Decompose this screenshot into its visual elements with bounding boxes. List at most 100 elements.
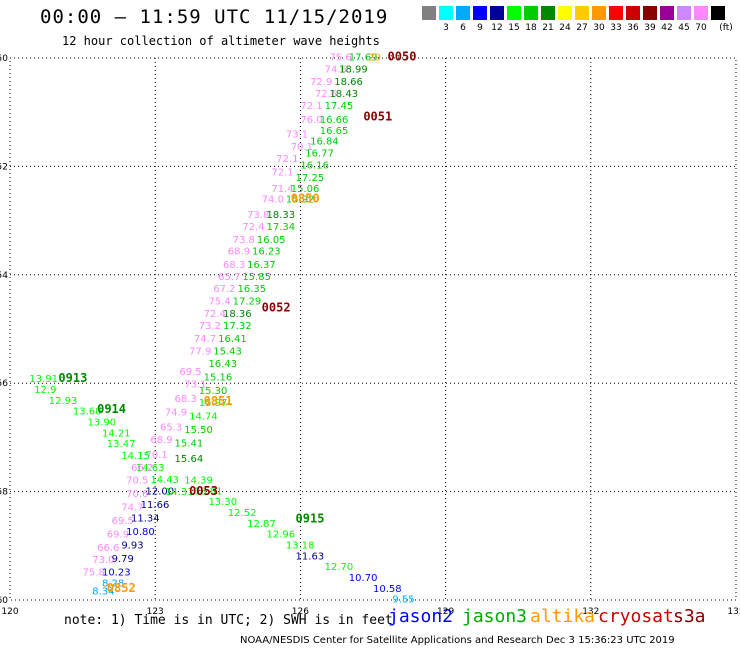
legend-swatch bbox=[609, 6, 623, 20]
swh-point: 72.9 bbox=[310, 77, 332, 88]
swh-point: 69.5 bbox=[179, 367, 201, 378]
legend-unit: (ft) bbox=[719, 23, 733, 33]
swh-point: 72.6 bbox=[315, 89, 337, 100]
swh-point: 15.41 bbox=[175, 439, 204, 450]
legend-swatch bbox=[473, 6, 487, 20]
swh-point: 74.7 bbox=[121, 503, 143, 514]
swh-point: 14.39 bbox=[184, 475, 213, 486]
legend-swatch bbox=[541, 6, 555, 20]
swh-point: 13.90 bbox=[87, 417, 116, 428]
swh-point: 15.97 bbox=[199, 398, 228, 409]
swh-point: 72.4 bbox=[204, 309, 226, 320]
legend-value: 30 bbox=[593, 23, 605, 33]
pass-time: 0851 bbox=[204, 394, 233, 408]
satellite-jason2: jason2 bbox=[388, 606, 454, 627]
pass-time: 0914 bbox=[97, 402, 126, 416]
legend-swatch bbox=[575, 6, 589, 20]
swh-point: 75.8 bbox=[83, 568, 105, 579]
map-subtitle: 12 hour collection of altimeter wave hei… bbox=[62, 34, 380, 48]
swh-point: 15.16 bbox=[204, 372, 233, 383]
legend-swatch bbox=[507, 6, 521, 20]
swh-point: 12.9 bbox=[34, 385, 56, 396]
swh-point: 15.92 bbox=[286, 195, 315, 206]
swh-point: 70.1 bbox=[146, 450, 168, 461]
swh-point: 71.4 bbox=[271, 184, 293, 195]
satellite-altika: altika bbox=[530, 606, 596, 627]
swh-point: 74.7 bbox=[194, 334, 216, 345]
legend-value: 36 bbox=[627, 23, 639, 33]
swh-point: 16.84 bbox=[310, 137, 339, 148]
swh-point: 13.47 bbox=[107, 439, 136, 450]
swh-point: 15.64 bbox=[175, 454, 204, 465]
swh-point: 77.9 bbox=[189, 346, 211, 357]
swh-point: 72.1 bbox=[271, 168, 293, 179]
lon-tick-label: 120 bbox=[1, 607, 18, 617]
satellite-cryosat: cryosat bbox=[598, 606, 674, 627]
swh-point: 14.31 bbox=[165, 487, 194, 498]
lon-tick-label: 132 bbox=[582, 607, 599, 617]
swh-point: 16.05 bbox=[257, 235, 286, 246]
swh-point: 73.1 bbox=[286, 130, 308, 141]
swh-point: 11.66 bbox=[141, 500, 170, 511]
pass-time: 0915 bbox=[296, 511, 325, 525]
swh-point: 8.28 bbox=[102, 578, 124, 589]
swh-point: 17.32 bbox=[223, 321, 252, 332]
footer-credit: NOAA/NESDIS Center for Satellite Applica… bbox=[240, 635, 675, 646]
swh-point: 66.6 bbox=[97, 543, 119, 554]
swh-point: 73.2 bbox=[199, 321, 221, 332]
swh-point: 16.77 bbox=[305, 149, 334, 160]
swh-point: 18.99 bbox=[339, 65, 368, 76]
swh-point: 11.63 bbox=[296, 551, 325, 562]
legend-swatch bbox=[490, 6, 504, 20]
lon-tick-label: 123 bbox=[147, 607, 164, 617]
swh-point: 13.60 bbox=[73, 407, 102, 418]
swh-point: 68.9 bbox=[150, 435, 172, 446]
legend-swatch bbox=[456, 6, 470, 20]
swh-point: 16.41 bbox=[218, 334, 247, 345]
swh-point: 18.36 bbox=[223, 309, 252, 320]
swh-point: 12.93 bbox=[49, 396, 78, 407]
swh-point: 15.43 bbox=[213, 346, 242, 357]
swh-point: 66.2 bbox=[131, 463, 153, 474]
legend-swatch bbox=[439, 6, 453, 20]
swh-point: 75.6 bbox=[329, 53, 351, 64]
swh-point: 17.69 bbox=[349, 53, 378, 64]
swh-point: 74.0 bbox=[262, 195, 284, 206]
swh-point: 72.1 bbox=[300, 101, 322, 112]
swh-point: 12.96 bbox=[267, 530, 296, 541]
swh-point: 18.43 bbox=[329, 89, 358, 100]
satellite-jason3: jason3 bbox=[462, 606, 528, 627]
swh-point: 9.93 bbox=[121, 541, 143, 552]
legend-value: 9 bbox=[477, 23, 483, 33]
lon-tick-label: 126 bbox=[292, 607, 309, 617]
lat-tick-label: -60 bbox=[0, 596, 8, 606]
legend-swatch bbox=[524, 6, 538, 20]
swh-point: 73.1 bbox=[184, 380, 206, 391]
swh-point: 73.0 bbox=[92, 555, 114, 566]
swh-point: 67.2 bbox=[213, 284, 235, 295]
lat-tick-label: -58 bbox=[0, 488, 8, 498]
map-grid bbox=[10, 58, 736, 600]
swh-point: 11.34 bbox=[131, 513, 160, 524]
swh-point: 15.06 bbox=[291, 184, 320, 195]
legend-value: 45 bbox=[678, 23, 690, 33]
swh-point: 10.58 bbox=[373, 584, 402, 595]
swh-point: 13.30 bbox=[208, 497, 237, 508]
swh-point: 16.16 bbox=[300, 161, 329, 172]
swh-point: 9.79 bbox=[112, 554, 134, 565]
lon-tick-label: 129 bbox=[437, 607, 454, 617]
pass-time: 0050 bbox=[388, 50, 417, 64]
legend-swatch bbox=[711, 6, 725, 20]
swh-point: 16.65 bbox=[320, 126, 349, 137]
swh-point: 73.8 bbox=[233, 235, 255, 246]
swh-point: 70.6 bbox=[126, 489, 148, 500]
swh-point: 14.74 bbox=[189, 412, 218, 423]
units-note: note: 1) Time is in UTC; 2) SWH is in fe… bbox=[64, 613, 393, 628]
legend-value: 3 bbox=[443, 23, 449, 33]
legend-value: 6 bbox=[460, 23, 466, 33]
map-border bbox=[9, 57, 737, 601]
legend-swatch bbox=[660, 6, 674, 20]
legend-value: 24 bbox=[559, 23, 571, 33]
